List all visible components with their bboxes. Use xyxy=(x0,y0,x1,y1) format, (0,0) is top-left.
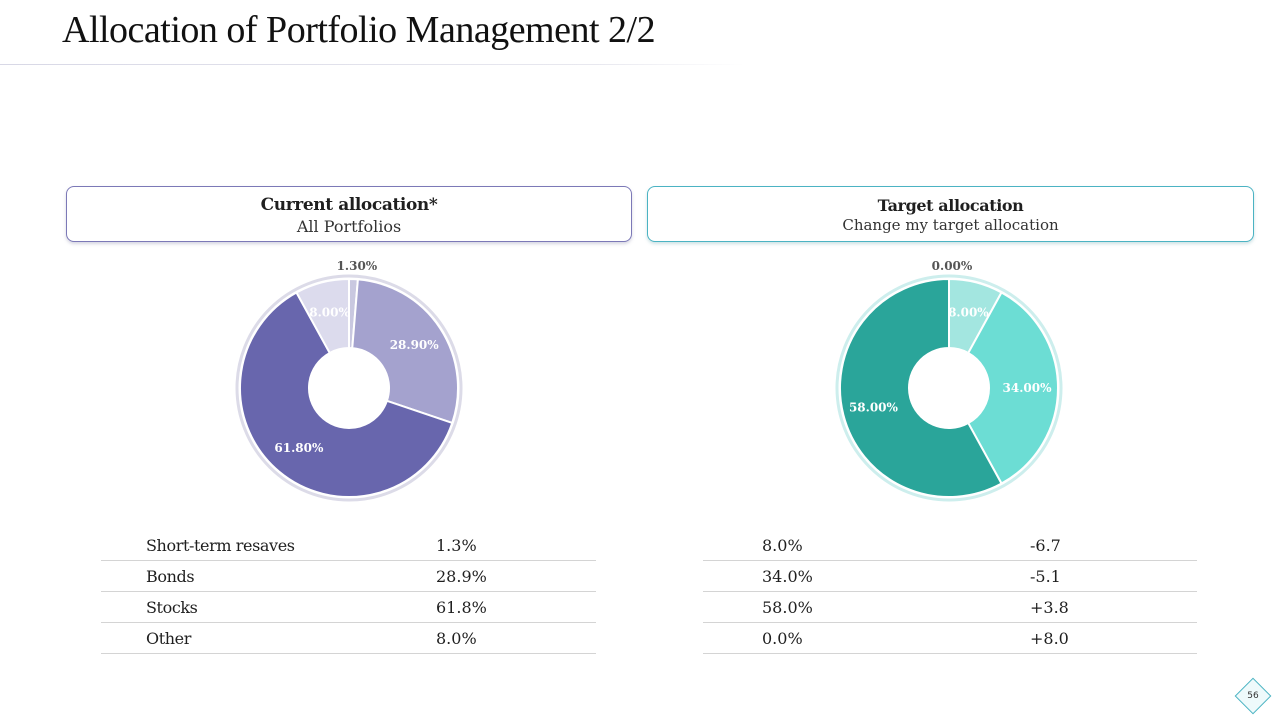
asset-class-label: Bonds xyxy=(101,560,436,592)
target-value: 58.0% xyxy=(703,591,1030,623)
target-allocation-title: Target allocation xyxy=(877,196,1024,215)
donut-slice xyxy=(966,291,1059,485)
asset-class-label: Stocks xyxy=(101,591,436,623)
slice-data-label: 8.00% xyxy=(948,305,989,319)
asset-class-value: 61.8% xyxy=(436,591,596,623)
slice-data-label: 61.80% xyxy=(274,441,324,455)
change-target-allocation-link[interactable]: Change my target allocation xyxy=(842,216,1059,234)
slice-data-label: 34.00% xyxy=(1003,381,1053,395)
title-divider xyxy=(0,64,745,65)
table-row: Short-term resaves 1.3% xyxy=(101,530,596,561)
current-allocation-header: Current allocation* All Portfolios xyxy=(66,186,632,242)
target-value: 34.0% xyxy=(703,560,1030,592)
target-value: 0.0% xyxy=(703,622,1030,654)
donut-slice xyxy=(239,291,454,498)
slice-data-label: 1.30% xyxy=(337,259,378,273)
asset-class-value: 8.0% xyxy=(436,622,596,654)
asset-class-label: Other xyxy=(101,622,436,654)
asset-class-value: 28.9% xyxy=(436,560,596,592)
current-allocation-title: Current allocation* xyxy=(260,195,438,215)
target-change: -5.1 xyxy=(1030,560,1197,592)
target-allocation-table: 8.0% -6.7 34.0% -5.1 58.0% +3.8 0.0% +8.… xyxy=(703,530,1197,654)
asset-class-value: 1.3% xyxy=(436,530,596,561)
table-row: 0.0% +8.0 xyxy=(703,622,1197,654)
slice-data-label: 8.00% xyxy=(309,305,350,319)
slice-data-label: 28.90% xyxy=(390,338,440,352)
table-row: Stocks 61.8% xyxy=(101,591,596,623)
asset-class-label: Short-term resaves xyxy=(101,530,436,561)
page-number: 56 xyxy=(1247,691,1259,701)
current-allocation-subtitle: All Portfolios xyxy=(296,217,402,236)
table-row: 58.0% +3.8 xyxy=(703,591,1197,623)
target-allocation-header[interactable]: Target allocation Change my target alloc… xyxy=(647,186,1254,242)
donut-slice xyxy=(295,277,350,355)
table-row: 8.0% -6.7 xyxy=(703,530,1197,561)
table-row: Bonds 28.9% xyxy=(101,560,596,592)
table-row: Other 8.0% xyxy=(101,622,596,654)
target-change: +8.0 xyxy=(1030,622,1197,654)
slice-data-label: 0.00% xyxy=(932,259,973,273)
target-allocation-donut-chart: 0.00% 8.00% 34.00% 58.00% xyxy=(835,259,1063,502)
current-allocation-table: Short-term resaves 1.3% Bonds 28.9% Stoc… xyxy=(101,530,596,654)
donut-slice xyxy=(839,277,1003,498)
slice-data-label: 58.00% xyxy=(849,400,899,414)
target-value: 8.0% xyxy=(703,530,1030,561)
target-change: +3.8 xyxy=(1030,591,1197,623)
current-allocation-donut-chart: 1.30% 28.90% 61.80% 8.00% xyxy=(235,259,463,502)
target-change: -6.7 xyxy=(1030,530,1197,561)
table-row: 34.0% -5.1 xyxy=(703,560,1197,592)
donut-slice xyxy=(351,278,459,425)
slide-title: Allocation of Portfolio Management 2/2 xyxy=(62,9,656,51)
